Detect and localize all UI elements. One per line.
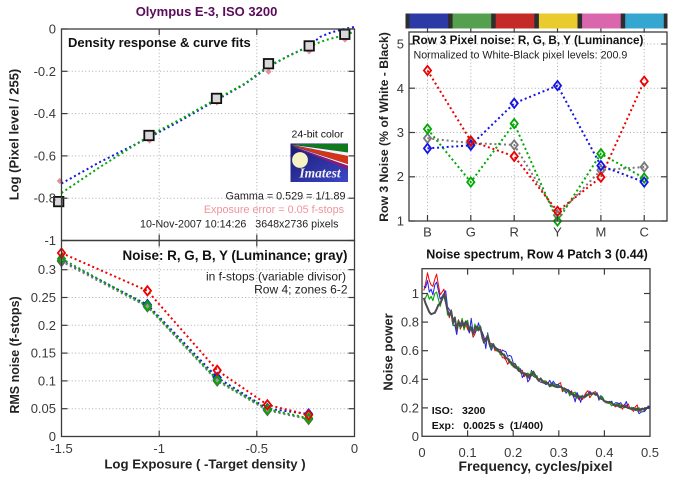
svg-text:24-bit color: 24-bit color	[292, 129, 344, 141]
svg-text:0: 0	[49, 22, 56, 37]
svg-text:0.25: 0.25	[31, 290, 56, 305]
svg-text:0.5: 0.5	[641, 445, 659, 460]
svg-text:Frequency, cycles/pixel: Frequency, cycles/pixel	[459, 459, 613, 474]
svg-text:Noise: R, G, B, Y (Luminance;: Noise: R, G, B, Y (Luminance; gray)	[123, 248, 348, 263]
svg-text:Exposure error = 0.05 f-stops: Exposure error = 0.05 f-stops	[204, 204, 345, 216]
svg-text:Y: Y	[553, 225, 562, 240]
svg-text:Row 3 Noise (% of White - Blac: Row 3 Noise (% of White - Black)	[377, 32, 391, 222]
svg-text:Noise spectrum, Row 4 Patch 3: Noise spectrum, Row 4 Patch 3 (0.44)	[426, 248, 648, 262]
svg-text:0.15: 0.15	[31, 346, 56, 361]
svg-text:4: 4	[397, 81, 404, 96]
svg-text:1: 1	[397, 214, 404, 229]
svg-text:Exp: 0.0025 s (1/400): Exp: 0.0025 s (1/400)	[432, 420, 543, 432]
svg-text:0: 0	[351, 441, 358, 456]
svg-text:10-Nov-2007 10:14:26 3648x27: 10-Nov-2007 10:14:26 3648x2736 pixels	[140, 218, 338, 230]
svg-text:Log Exposure ( -Target density: Log Exposure ( -Target density )	[104, 457, 305, 472]
svg-text:Normalized to White-Black pixe: Normalized to White-Black pixel levels: …	[414, 50, 628, 62]
svg-text:ISO: 3200: ISO: 3200	[432, 405, 486, 417]
svg-text:-0.2: -0.2	[34, 64, 56, 79]
svg-text:-1.5: -1.5	[50, 441, 72, 456]
svg-text:0.2: 0.2	[38, 318, 56, 333]
svg-text:Gamma = 0.529 = 1/1.89: Gamma = 0.529 = 1/1.89	[225, 191, 345, 203]
svg-text:0: 0	[418, 445, 425, 460]
svg-text:0.4: 0.4	[595, 445, 613, 460]
svg-text:0.3: 0.3	[38, 262, 56, 277]
svg-text:Noise power: Noise power	[381, 313, 396, 390]
svg-text:3: 3	[397, 125, 404, 140]
svg-text:C: C	[640, 225, 649, 240]
svg-text:0: 0	[412, 429, 419, 444]
svg-text:0: 0	[49, 429, 56, 444]
svg-text:G: G	[466, 225, 476, 240]
svg-text:Row 3 Pixel noise: R, G, B, Y: Row 3 Pixel noise: R, G, B, Y (Luminance…	[412, 34, 644, 47]
svg-text:-0.6: -0.6	[34, 148, 56, 163]
svg-text:0.1: 0.1	[459, 445, 477, 460]
svg-text:0.1: 0.1	[38, 373, 56, 388]
svg-text:Imatest: Imatest	[298, 166, 342, 181]
svg-text:-0.8: -0.8	[34, 191, 56, 206]
svg-text:Log (Pixel level / 255): Log (Pixel level / 255)	[7, 69, 22, 201]
svg-text:0.05: 0.05	[31, 401, 56, 416]
svg-text:Density response & curve fits: Density response & curve fits	[68, 35, 251, 50]
svg-text:2: 2	[397, 169, 404, 184]
svg-text:-0.4: -0.4	[34, 106, 56, 121]
svg-text:0.3: 0.3	[550, 445, 568, 460]
svg-text:0.2: 0.2	[401, 400, 419, 415]
svg-text:5: 5	[397, 37, 404, 52]
svg-text:Olympus E-3, ISO 3200: Olympus E-3, ISO 3200	[136, 4, 278, 19]
svg-text:Row 4; zones 6-2: Row 4; zones 6-2	[254, 283, 348, 297]
svg-text:0.4: 0.4	[401, 372, 419, 387]
svg-text:R: R	[510, 225, 519, 240]
svg-text:0.8: 0.8	[401, 315, 419, 330]
svg-text:-1: -1	[44, 233, 56, 248]
svg-text:0.2: 0.2	[504, 445, 522, 460]
svg-text:-1: -1	[153, 441, 165, 456]
svg-text:0.6: 0.6	[401, 343, 419, 358]
svg-text:in f-stops (variable divisor): in f-stops (variable divisor)	[206, 270, 346, 284]
svg-text:1: 1	[412, 286, 419, 301]
svg-text:RMS noise (f-stops): RMS noise (f-stops)	[8, 296, 22, 413]
svg-text:M: M	[595, 225, 606, 240]
svg-text:-0.5: -0.5	[246, 441, 268, 456]
svg-text:B: B	[423, 225, 432, 240]
